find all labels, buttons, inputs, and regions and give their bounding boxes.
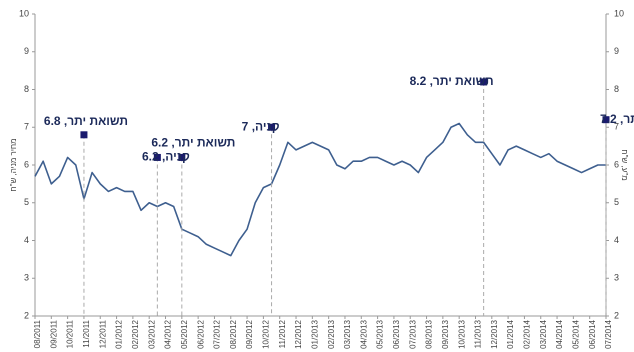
x-tick-label: 06/2014 [588, 319, 597, 348]
x-tick-label: 11/2013 [474, 319, 483, 348]
x-tick-label: 01/2012 [115, 319, 124, 348]
x-tick-label: 06/2013 [392, 319, 401, 348]
x-tick-label: 08/2011 [33, 319, 42, 348]
x-tick-label: 04/2014 [555, 319, 564, 348]
y-tick-label: 8 [24, 84, 29, 94]
x-tick-label: 10/2013 [457, 319, 466, 348]
annotation-label: תשואת יתר, 6.8 [44, 114, 128, 128]
y2-tick-label: 2 [614, 310, 619, 320]
x-tick-label: 09/2013 [441, 319, 450, 348]
x-tick-label: 01/2013 [310, 319, 319, 348]
annotation-marker [178, 153, 186, 161]
x-tick-label: 05/2014 [571, 319, 580, 348]
y2-tick-label: 3 [614, 273, 619, 283]
annotation-label: תשואת יתר, 7.2 [600, 112, 634, 126]
x-tick-label: 12/2011 [98, 319, 107, 348]
x-tick-label: 08/2013 [425, 319, 434, 348]
y-tick-label: 2 [24, 310, 29, 320]
annotation-label: קניה, 6.2 [142, 150, 190, 164]
x-tick-label: 12/2013 [490, 319, 499, 348]
x-tick-label: 11/2012 [278, 319, 287, 348]
y2-tick-label: 5 [614, 197, 619, 207]
x-tick-label: 02/2014 [523, 319, 532, 348]
annotation-marker [153, 153, 161, 161]
x-tick-label: 10/2012 [262, 319, 271, 348]
x-tick-label: 03/2013 [343, 319, 352, 348]
x-tick-label: 02/2013 [327, 319, 336, 348]
x-tick-label: 09/2012 [245, 319, 254, 348]
x-tick-label: 04/2012 [164, 319, 173, 348]
x-tick-label: 11/2011 [82, 319, 91, 347]
x-tick-label: 12/2012 [294, 319, 303, 348]
x-tick-label: 04/2013 [359, 319, 368, 348]
y2-axis-label: מ"ע, ש"ח [620, 149, 629, 180]
y-tick-label: 9 [24, 46, 29, 56]
x-tick-label: 07/2014 [604, 319, 613, 348]
y-tick-label: 7 [24, 122, 29, 132]
x-tick-label: 07/2012 [213, 319, 222, 348]
x-tick-label: 08/2012 [229, 319, 238, 348]
y-tick-label: 4 [24, 235, 29, 245]
y2-tick-label: 10 [614, 8, 624, 18]
annotation-label: קניה, 7 [242, 119, 280, 133]
x-tick-label: 07/2013 [408, 319, 417, 348]
y2-tick-label: 9 [614, 46, 619, 56]
annotation-marker [80, 131, 88, 139]
annotation-marker [268, 123, 276, 131]
y-tick-label: 5 [24, 197, 29, 207]
series-line [34, 122, 606, 257]
x-tick-label: 01/2014 [506, 319, 515, 348]
y2-tick-label: 4 [614, 235, 619, 245]
y-tick-label: 10 [19, 8, 29, 18]
x-tick-label: 10/2011 [66, 319, 75, 348]
x-tick-label: 09/2011 [49, 319, 58, 348]
y-axis-label: מחיר מניה, ש"ח [9, 138, 18, 191]
x-tick-label: 03/2012 [147, 319, 156, 348]
x-tick-label: 05/2013 [376, 319, 385, 348]
x-tick-label: 03/2014 [539, 319, 548, 348]
annotation-label: תשואת יתר, 6.2 [151, 136, 235, 150]
y2-tick-label: 8 [614, 84, 619, 94]
y-tick-label: 6 [24, 159, 29, 169]
y2-tick-label: 7 [614, 122, 619, 132]
annotation-label: תשואת יתר, 8.2 [410, 74, 494, 88]
annotation-marker [602, 116, 610, 124]
x-tick-label: 02/2012 [131, 319, 140, 348]
x-tick-label: 05/2012 [180, 319, 189, 348]
y2-tick-label: 6 [614, 159, 619, 169]
annotation-marker [480, 78, 488, 86]
x-tick-label: 06/2012 [196, 319, 205, 348]
y-tick-label: 3 [24, 273, 29, 283]
